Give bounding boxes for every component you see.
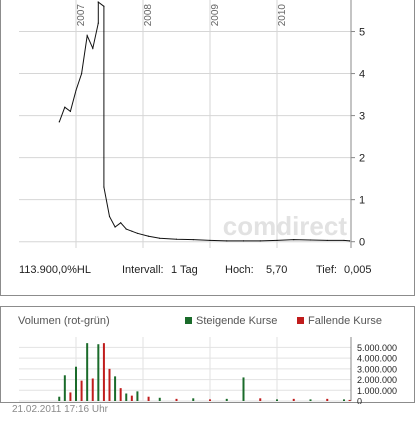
volume-y-tick-label: 0 xyxy=(357,397,362,405)
price-x-tick-label: 2008 xyxy=(143,4,154,27)
price-point xyxy=(348,240,351,242)
legend-up-swatch xyxy=(185,317,192,324)
price-y-tick-label: 3 xyxy=(359,111,365,123)
volume-bar xyxy=(102,343,105,401)
instrument-label: 113.900,0%HL xyxy=(19,264,91,276)
price-point xyxy=(326,239,328,242)
price-x-tick-label: 2007 xyxy=(76,4,87,27)
volume-bar xyxy=(114,376,117,401)
price-chart: 2007 2008 2009 2010 0 1 2 3 4 5 comdirect xyxy=(19,0,365,249)
volume-bar xyxy=(292,398,295,401)
price-point xyxy=(147,235,150,237)
price-point xyxy=(259,240,261,242)
volume-bar xyxy=(97,344,100,401)
volume-bar xyxy=(209,399,211,401)
volume-chart: 01.000.0002.000.0003.000.0004.000.0005.0… xyxy=(19,337,397,405)
volume-bar xyxy=(259,398,262,401)
volume-y-tick-label: 3.000.000 xyxy=(357,364,397,374)
volume-bar xyxy=(69,392,72,401)
volume-title: Volumen (rot-grün) xyxy=(18,315,110,327)
price-y-tick-label: 2 xyxy=(359,153,365,165)
legend-up: Steigende Kurse xyxy=(185,315,277,327)
volume-y-tick-label: 4.000.000 xyxy=(357,354,397,364)
legend-down-swatch xyxy=(297,317,304,324)
price-line xyxy=(58,1,350,242)
volume-bar xyxy=(86,343,89,401)
timestamp: 21.02.2011 17:16 Uhr xyxy=(12,404,109,415)
high-value: 5,70 xyxy=(266,264,288,276)
volume-bar xyxy=(343,399,345,401)
volume-bar xyxy=(108,368,111,401)
price-point xyxy=(276,239,278,242)
legend-down-label: Fallende Kurse xyxy=(308,315,382,327)
price-point xyxy=(293,238,295,241)
volume-bar xyxy=(75,366,77,401)
volume-bar xyxy=(125,393,128,401)
price-point xyxy=(309,239,312,241)
legend-up-label: Steigende Kurse xyxy=(196,315,278,327)
volume-bar xyxy=(276,399,278,401)
volume-chart-panel: Volumen (rot-grün) Steigende Kurse Falle… xyxy=(0,306,415,405)
price-point xyxy=(103,5,105,7)
price-y-tick-label: 5 xyxy=(359,27,365,39)
price-point xyxy=(97,22,99,24)
price-point xyxy=(159,237,161,239)
volume-bar xyxy=(192,398,195,401)
volume-bar xyxy=(130,395,133,401)
price-point xyxy=(131,230,133,232)
price-point xyxy=(108,215,111,218)
price-chart-panel: 2007 2008 2009 2010 0 1 2 3 4 5 comdirect 113.90… xyxy=(0,0,415,296)
volume-bar xyxy=(348,399,351,401)
interval-label: Intervall: xyxy=(122,264,164,276)
volume-y-tick-label: 1.000.000 xyxy=(357,386,397,396)
price-point xyxy=(75,89,77,91)
interval-value: 1 Tag xyxy=(171,264,198,276)
volume-bar xyxy=(225,398,228,401)
price-y-tick-label: 1 xyxy=(359,195,365,207)
price-point xyxy=(114,226,116,228)
low-value: 0,005 xyxy=(344,264,372,276)
price-point xyxy=(64,106,66,108)
price-point xyxy=(69,110,72,112)
price-x-tick-label: 2009 xyxy=(210,4,221,27)
price-y-tick-label: 0 xyxy=(359,237,365,249)
volume-bar xyxy=(309,399,312,401)
volume-bar xyxy=(58,396,61,401)
price-y-tick-label: 4 xyxy=(359,69,365,81)
comdirect-watermark: comdirect xyxy=(223,211,348,241)
volume-bar xyxy=(158,397,161,401)
legend-down: Fallende Kurse xyxy=(297,315,382,327)
price-point xyxy=(58,121,60,123)
volume-bar xyxy=(136,391,139,401)
price-point xyxy=(175,238,178,240)
price-point xyxy=(192,238,194,241)
price-point xyxy=(120,222,122,224)
volume-bar xyxy=(242,377,245,401)
volume-bar xyxy=(63,375,66,401)
high-label: Hoch: xyxy=(225,264,254,276)
price-point xyxy=(226,240,228,242)
price-point xyxy=(125,228,127,230)
price-point xyxy=(209,239,211,242)
volume-bar xyxy=(80,380,83,401)
low-label: Tief: xyxy=(316,264,337,276)
volume-bar xyxy=(326,398,329,401)
price-stats-bar: 113.900,0%HL Intervall: 1 Tag Hoch: 5,70… xyxy=(1,264,416,280)
price-point xyxy=(242,240,245,242)
volume-bar xyxy=(119,388,122,401)
volume-y-tick-label: 5.000.000 xyxy=(357,343,397,353)
volume-bar xyxy=(91,378,94,401)
price-point xyxy=(80,72,83,75)
price-point xyxy=(92,47,94,49)
price-point xyxy=(136,232,139,234)
price-point xyxy=(86,35,88,37)
price-x-tick-label: 2010 xyxy=(277,4,288,27)
volume-bar xyxy=(147,396,150,401)
price-point xyxy=(343,239,345,242)
price-point xyxy=(97,1,99,3)
volume-y-tick-label: 2.000.000 xyxy=(357,375,397,385)
price-point xyxy=(103,186,105,188)
volume-bar xyxy=(175,398,178,401)
